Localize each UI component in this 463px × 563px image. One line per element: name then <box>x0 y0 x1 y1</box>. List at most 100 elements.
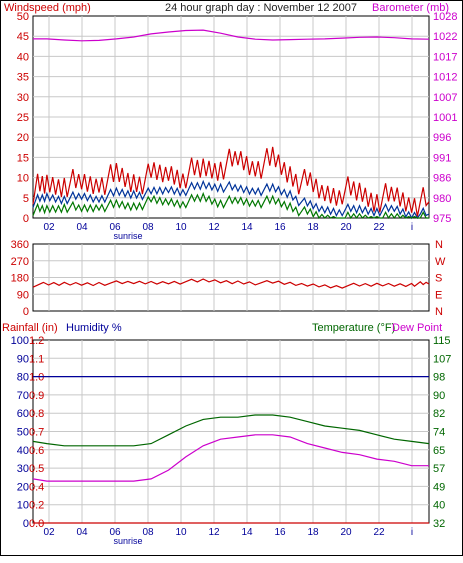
y-right-tick-label: 57 <box>433 463 445 475</box>
x-tick-label: i <box>411 527 413 538</box>
x-tick-label: 18 <box>307 222 319 233</box>
y-right-tick-label: 1028 <box>433 11 457 23</box>
y-left-tick-label: 10 <box>17 173 29 185</box>
y-right-tick-label: 107 <box>433 353 451 365</box>
y-rain-tick-label: 0.6 <box>29 445 44 457</box>
series-windspeed-line <box>32 146 430 217</box>
sunrise-label: sunrise <box>113 536 142 546</box>
x-tick-label: 06 <box>109 222 121 233</box>
series-low-line <box>32 191 429 220</box>
y-rain-tick-label: 1.2 <box>29 335 44 347</box>
y-left-tick-label: 40 <box>17 445 29 457</box>
x-tick-label: 02 <box>43 222 55 233</box>
y-right-tick-label: E <box>435 289 442 301</box>
y-right-tick-label: 986 <box>433 173 451 185</box>
x-tick-label: 16 <box>274 222 286 233</box>
x-tick-label: 04 <box>76 222 88 233</box>
y-right-tick-label: W <box>435 256 446 268</box>
y-rain-tick-label: 1.1 <box>29 353 44 365</box>
temperature-axis-label: Temperature (°F) <box>312 322 396 334</box>
y-left-tick-label: 50 <box>17 11 29 23</box>
x-tick-label: 12 <box>208 222 220 233</box>
y-right-tick-label: 1007 <box>433 92 457 104</box>
x-tick-label: 06 <box>109 527 121 538</box>
graph-title: 24 hour graph day : November 12 2007 <box>165 2 358 14</box>
windspeed-axis-label: Windspeed (mph) <box>4 2 91 14</box>
y-rain-tick-label: 0.4 <box>29 481 44 493</box>
x-tick-label: 16 <box>274 527 286 538</box>
series-barometer-line <box>33 29 430 42</box>
y-left-tick-label: 60 <box>17 408 29 420</box>
rainfall-axis-label: Rainfall (in) <box>2 322 58 334</box>
series-dew-point-line <box>32 434 429 482</box>
x-tick-label: 02 <box>43 527 55 538</box>
y-right-tick-label: 1017 <box>433 51 457 63</box>
y-right-tick-label: 49 <box>433 481 445 493</box>
dew-point-axis-label: Dew Point <box>392 322 443 334</box>
y-rain-tick-label: 0.5 <box>29 463 44 475</box>
y-left-tick-label: 90 <box>17 353 29 365</box>
x-tick-label: 04 <box>76 527 88 538</box>
x-tick-label: i <box>411 222 413 233</box>
y-left-tick-label: 25 <box>17 112 29 124</box>
y-right-tick-label: 1022 <box>433 31 457 43</box>
x-tick-label: 10 <box>175 527 187 538</box>
x-tick-label: 12 <box>208 527 220 538</box>
y-rain-tick-label: 0.7 <box>29 427 44 439</box>
y-right-tick-label: 975 <box>433 213 451 225</box>
y-left-tick-label: 15 <box>17 152 29 164</box>
x-tick-label: 08 <box>142 222 154 233</box>
y-right-tick-label: N <box>435 239 443 251</box>
y-rain-tick-label: 1.0 <box>29 372 44 384</box>
x-tick-label: 14 <box>241 222 253 233</box>
y-rain-tick-label: 0.0 <box>29 518 44 530</box>
y-right-tick-label: 82 <box>433 408 445 420</box>
y-left-tick-label: 270 <box>11 256 29 268</box>
y-left-tick-label: 5 <box>23 193 29 205</box>
y-left-tick-label: 10 <box>17 500 29 512</box>
y-left-tick-label: 30 <box>17 92 29 104</box>
y-right-tick-label: 115 <box>433 335 451 347</box>
y-left-tick-label: 70 <box>17 390 29 402</box>
x-tick-label: 22 <box>373 222 385 233</box>
sunrise-label: sunrise <box>113 231 142 241</box>
y-right-tick-label: 980 <box>433 193 451 205</box>
y-left-tick-label: 80 <box>17 372 29 384</box>
y-right-tick-label: 996 <box>433 132 451 144</box>
y-left-tick-label: 20 <box>17 481 29 493</box>
x-tick-label: 10 <box>175 222 187 233</box>
y-right-tick-label: N <box>435 306 443 318</box>
y-right-tick-label: 32 <box>433 518 445 530</box>
y-left-tick-label: 20 <box>17 132 29 144</box>
y-right-tick-label: 991 <box>433 152 451 164</box>
series-temperature-line <box>32 414 430 447</box>
y-right-tick-label: 65 <box>433 445 445 457</box>
y-left-tick-label: 0 <box>23 518 29 530</box>
x-tick-label: 20 <box>340 222 352 233</box>
y-right-tick-label: S <box>435 273 442 285</box>
barometer-axis-label: Barometer (mb) <box>372 2 450 14</box>
y-right-tick-label: 74 <box>433 427 445 439</box>
humidity-axis-label: Humidity % <box>66 322 122 334</box>
x-tick-label: 08 <box>142 527 154 538</box>
x-tick-label: 14 <box>241 527 253 538</box>
x-tick-label: 18 <box>307 527 319 538</box>
y-left-tick-label: 45 <box>17 31 29 43</box>
y-left-tick-label: 180 <box>11 273 29 285</box>
y-right-tick-label: 40 <box>433 500 445 512</box>
y-left-tick-label: 40 <box>17 51 29 63</box>
y-left-tick-label: 50 <box>17 427 29 439</box>
series-wind-direction-line <box>32 278 430 289</box>
y-right-tick-label: 1012 <box>433 72 457 84</box>
y-left-tick-label: 90 <box>17 289 29 301</box>
y-right-tick-label: 98 <box>433 372 445 384</box>
y-right-tick-label: 1001 <box>433 112 457 124</box>
series-average-line <box>32 179 430 220</box>
y-left-tick-label: 100 <box>11 335 29 347</box>
y-right-tick-label: 90 <box>433 390 445 402</box>
y-left-tick-label: 360 <box>11 239 29 251</box>
x-tick-label: 20 <box>340 527 352 538</box>
y-left-tick-label: 0 <box>23 306 29 318</box>
